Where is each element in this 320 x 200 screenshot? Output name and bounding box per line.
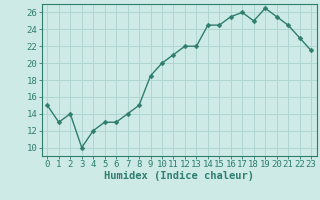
X-axis label: Humidex (Indice chaleur): Humidex (Indice chaleur): [104, 171, 254, 181]
